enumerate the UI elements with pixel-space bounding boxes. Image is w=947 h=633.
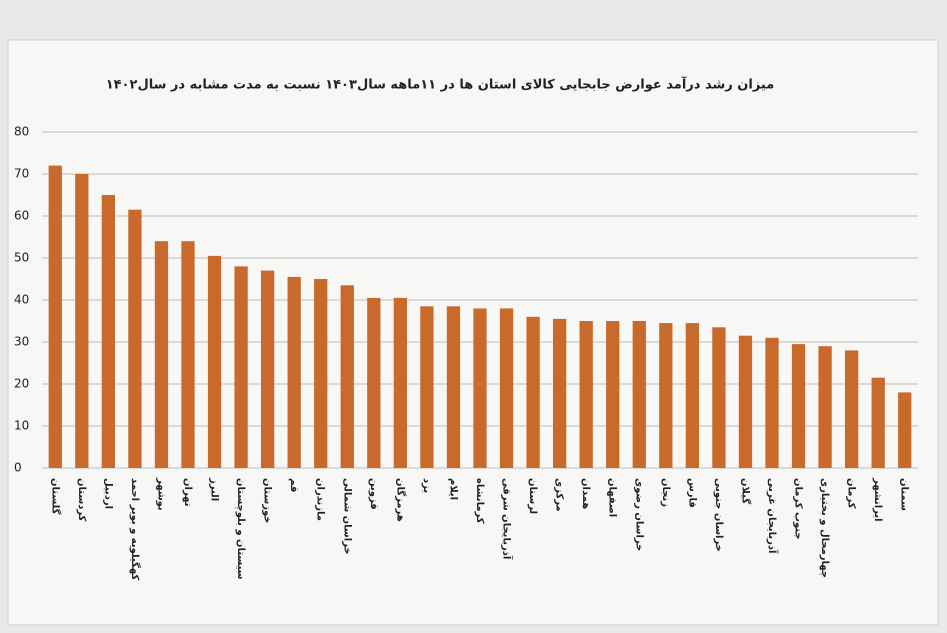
bar: [898, 392, 912, 468]
y-tick-label: 0: [14, 461, 22, 475]
y-tick-label: 60: [14, 209, 29, 223]
bar: [101, 195, 115, 468]
x-tick-label: ایرانشهر: [872, 477, 883, 522]
x-tick-label: خوزستان: [262, 478, 273, 523]
x-tick-label: سمنان: [899, 478, 910, 511]
y-tick-label: 50: [14, 251, 29, 265]
bar: [287, 276, 301, 468]
x-tick-label: همدان: [580, 478, 591, 509]
x-tick-label: لرستان: [527, 478, 538, 514]
x-tick-label: کرمان: [846, 478, 857, 509]
x-tick-label: خراسان شمالی: [341, 478, 352, 555]
bar: [712, 327, 726, 468]
x-tick-label: فارس: [686, 478, 697, 508]
bar: [871, 377, 885, 468]
x-tick-label: تهران: [182, 478, 193, 507]
x-tick-label: قزوین: [368, 478, 379, 510]
bar: [128, 209, 142, 468]
x-tick-label: چهارمحال و بختیاری: [819, 478, 830, 578]
bar: [499, 308, 514, 468]
bar: [685, 323, 699, 468]
x-tick-label: البرز: [209, 477, 220, 501]
bar: [207, 255, 222, 468]
y-tick-label: 40: [14, 293, 29, 307]
x-tick-label: خراسان رضوی: [633, 478, 644, 551]
bar: [446, 306, 461, 468]
bar: [632, 321, 646, 468]
x-tick-label: اردبیل: [102, 478, 113, 509]
x-tick-label: زنجان: [660, 478, 671, 507]
x-tick-label: مرکزی: [554, 478, 565, 512]
bar: [659, 323, 673, 468]
x-tick-label: کرمانشاه: [474, 478, 485, 524]
bar: [314, 279, 328, 468]
bar: [738, 335, 753, 468]
y-tick-label: 10: [14, 419, 29, 433]
bar: [340, 285, 354, 468]
x-tick-label: گیلان: [739, 478, 752, 504]
x-tick-label: خراسان جنوبی: [713, 478, 724, 552]
x-tick-label: مازندران: [315, 478, 326, 521]
bar: [367, 297, 381, 468]
x-tick-label: کهگیلویه و بویر احمد: [129, 478, 142, 580]
bar: [765, 337, 779, 468]
x-tick-label: یزد: [421, 478, 432, 493]
x-tick-label: هرمزگان: [394, 478, 407, 522]
x-tick-label: قم: [288, 478, 299, 492]
bar: [606, 321, 620, 468]
bar: [420, 306, 434, 468]
y-tick-label: 20: [14, 377, 29, 391]
x-tick-label: کردستان: [76, 478, 87, 522]
x-tick-label: آذربایجان شرقی: [501, 478, 514, 560]
bar: [75, 174, 89, 468]
x-tick-label: جنوب کرمان: [793, 478, 804, 540]
bar: [818, 346, 832, 468]
bar: [261, 270, 275, 468]
bar: [845, 350, 859, 468]
y-tick-label: 70: [14, 167, 29, 181]
chart-title: میزان رشد درآمد عوارض جابجایی کالای استا…: [106, 76, 775, 93]
bar: [473, 308, 487, 468]
y-tick-label: 80: [14, 125, 29, 139]
bar: [791, 344, 806, 468]
x-tick-label: گلستان: [49, 478, 62, 515]
bar: [48, 165, 62, 468]
y-tick-label: 30: [14, 335, 29, 349]
x-tick-label: بوشهر: [155, 477, 166, 511]
bar: [393, 297, 407, 468]
x-tick-label: سیستان و بلوچستان: [235, 478, 246, 580]
x-tick-label: آذربایجان غربی: [766, 478, 779, 554]
bar: [181, 241, 195, 468]
bar: [234, 266, 248, 468]
bar: [579, 321, 593, 468]
x-tick-label: اصفهان: [607, 478, 618, 517]
x-tick-label: ایلام: [447, 478, 458, 500]
bar: [553, 318, 567, 468]
bar: [154, 241, 169, 468]
bar: [526, 316, 540, 468]
